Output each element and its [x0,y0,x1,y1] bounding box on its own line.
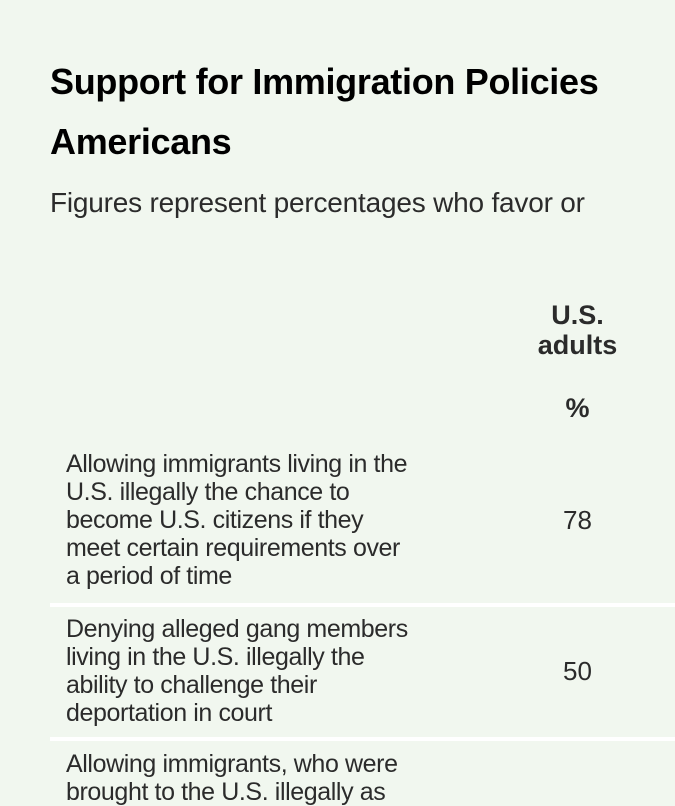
chart-subtitle: Figures represent percentages who favor … [50,187,585,218]
row-label-line: Denying alleged gang members [66,615,408,643]
row-label-line: Allowing immigrants, who were [66,750,398,778]
row-label-line: brought to the U.S. illegally as [66,778,386,806]
row-value: 78 [563,505,592,535]
row-label-line: U.S. illegally the chance to [66,478,350,506]
row-label: Allowing immigrants living in the U.S. i… [66,450,466,590]
row-divider [50,603,675,607]
row-label-line: living in the U.S. illegally the [66,643,365,671]
row-label-line: a period of time [66,562,232,590]
row-label-line: deportation in court [66,699,273,727]
chart-title: Support for Immigration Policies America… [50,52,675,172]
row-label-line: ability to challenge their [66,671,317,699]
chart-title-line-2: Americans [50,121,232,162]
column-header-us-adults: U.S. adults [520,300,635,360]
row-label: Denying alleged gang members living in t… [66,615,466,727]
row-divider [50,737,675,741]
row-label: Allowing immigrants, who were brought to… [66,750,466,806]
row-value: 50 [563,656,592,686]
column-header-line-2: adults [537,330,618,360]
row-label-line: meet certain requirements over [66,534,400,562]
row-label-line: Allowing immigrants living in the [66,450,408,478]
column-unit-percent: % [565,393,590,423]
column-header-line-1: U.S. [551,300,604,330]
row-label-line: become U.S. citizens if they [66,506,364,534]
chart-title-line-1: Support for Immigration Policies [50,61,599,102]
